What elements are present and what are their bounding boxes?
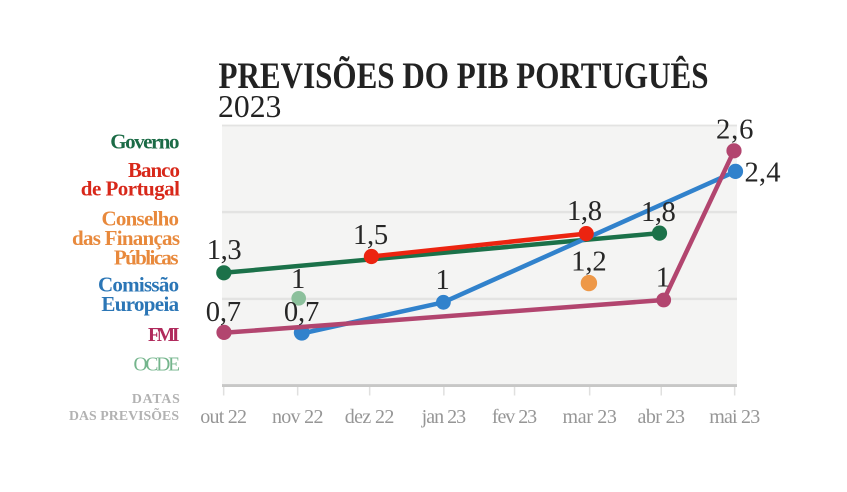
svg-text:Comissão: Comissão [98, 273, 179, 297]
svg-text:1,5: 1,5 [353, 220, 388, 251]
svg-text:Governo: Governo [110, 130, 179, 154]
svg-text:0,7: 0,7 [206, 297, 241, 328]
svg-text:OCDE: OCDE [134, 355, 181, 376]
svg-text:2023: 2023 [218, 89, 281, 124]
svg-text:out 22: out 22 [200, 406, 247, 428]
svg-text:jan 23: jan 23 [421, 406, 467, 428]
svg-text:1: 1 [291, 264, 305, 295]
svg-text:abr 23: abr 23 [638, 406, 686, 428]
svg-text:Públicas: Públicas [114, 246, 179, 270]
svg-text:nov 22: nov 22 [272, 406, 324, 428]
svg-text:das Finanças: das Finanças [72, 226, 180, 250]
svg-text:Conselho: Conselho [102, 207, 180, 231]
svg-text:DAS PREVISÕES: DAS PREVISÕES [69, 406, 179, 423]
svg-text:1,3: 1,3 [207, 235, 242, 266]
svg-text:1: 1 [656, 263, 670, 294]
svg-text:Europeia: Europeia [101, 292, 179, 316]
svg-text:2,6: 2,6 [716, 115, 754, 146]
svg-text:1,8: 1,8 [567, 196, 602, 227]
svg-text:de Portugal: de Portugal [81, 176, 180, 200]
svg-text:Banco: Banco [128, 158, 180, 182]
svg-text:1: 1 [436, 265, 450, 296]
svg-text:fev 23: fev 23 [492, 406, 537, 428]
svg-text:PREVISÕES DO PIB PORTUGUÊS: PREVISÕES DO PIB PORTUGUÊS [219, 54, 709, 97]
svg-text:DATAS: DATAS [132, 391, 180, 406]
svg-text:2,4: 2,4 [745, 157, 781, 188]
svg-text:dez 22: dez 22 [345, 406, 395, 428]
svg-text:mar 23: mar 23 [563, 406, 617, 428]
svg-text:FMI: FMI [148, 325, 180, 346]
svg-text:0,7: 0,7 [284, 297, 319, 328]
svg-text:1,2: 1,2 [571, 246, 607, 277]
svg-text:mai 23: mai 23 [709, 406, 760, 428]
svg-text:1,8: 1,8 [641, 197, 676, 228]
